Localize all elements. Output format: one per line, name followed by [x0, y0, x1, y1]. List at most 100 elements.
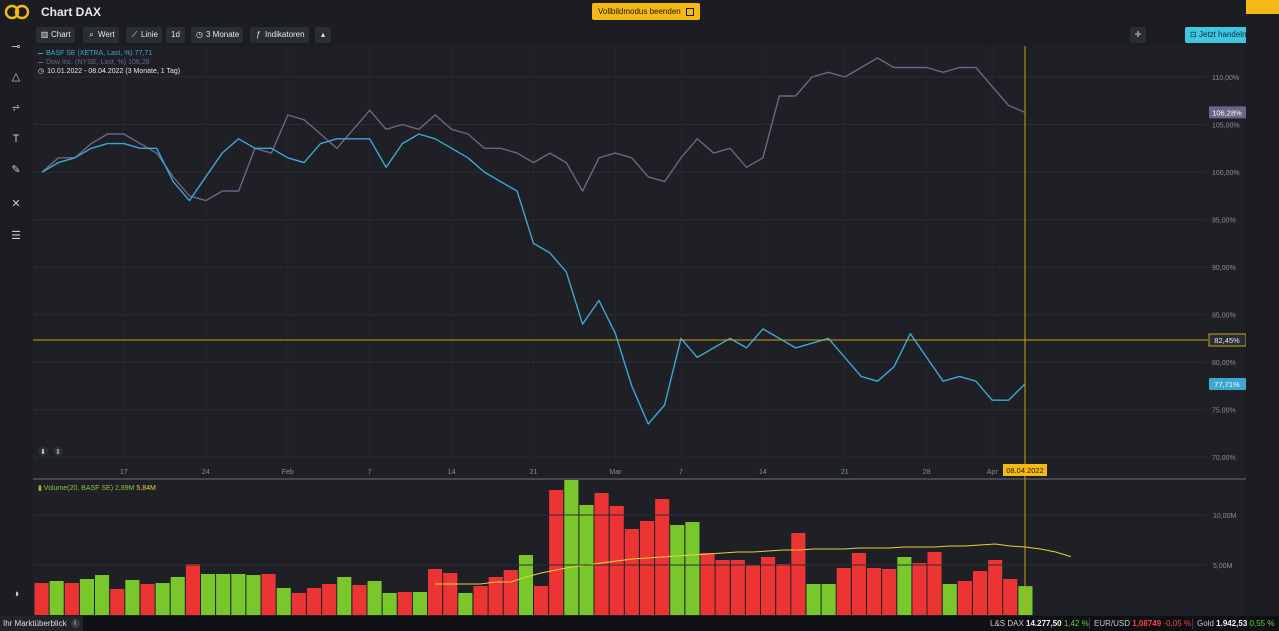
period-range: 10.01.2022 - 08.04.2022 [47, 68, 124, 75]
x-tick-label: Mar [609, 469, 622, 476]
legend-dow-label: Dow Inc. (NYSE, Last, %) [46, 59, 127, 66]
volume-bar [867, 568, 882, 615]
quote-eurusd[interactable]: EUR/USD 1,08749 -0,05 % [1094, 616, 1191, 631]
x-axis: 17 24 Feb 7 14 21 Mar 7 14 21 28 Apr [120, 469, 998, 476]
top-bar: Chart DAX Vollbildmodus beenden [0, 0, 1279, 24]
price-series: 106,28% 77,71% [41, 57, 1246, 425]
line-style-button[interactable]: ⟋ Linie [126, 27, 162, 43]
last-value-label: 106,28% [1212, 108, 1242, 117]
legend-item-dow[interactable]: Dow Inc. (NYSE, Last, %) 106,28 [38, 58, 180, 67]
volume-bar [518, 555, 533, 615]
volume-bar [821, 584, 836, 615]
legend-item-basf[interactable]: BASF SE (XETRA, Last, %) 77,71 [38, 49, 180, 58]
quote-name: L&S DAX [990, 619, 1024, 628]
volume-bar [973, 571, 988, 615]
delete-icon[interactable]: ☰ [11, 230, 21, 242]
quote-dax[interactable]: L&S DAX 14.277,50 1,42 % [990, 616, 1089, 631]
text-tool-icon[interactable]: T [12, 133, 20, 145]
legend-period: ◷ 10.01.2022 - 08.04.2022 (3 Monate, 1 Ta… [38, 67, 180, 76]
volume-bar [291, 593, 306, 615]
indicators-label: Indikatoren [265, 30, 305, 39]
volume-bar [503, 570, 518, 615]
quote-gold[interactable]: Gold 1.942,53 0,55 % [1197, 616, 1274, 631]
volume-bar [276, 588, 291, 615]
status-bar: Ihr Marktüberblick i L&S DAX 14.277,50 1,… [0, 616, 1279, 631]
volume-bar [382, 593, 397, 615]
clock-icon: ◷ [38, 68, 45, 75]
volume-bar [49, 581, 64, 615]
volume-bar [912, 563, 927, 615]
indicators-button[interactable]: ƒ Indikatoren [250, 27, 309, 43]
volume-bar [745, 565, 760, 615]
logo-icon[interactable] [4, 3, 30, 21]
chart-legend: BASF SE (XETRA, Last, %) 77,71 Dow Inc. … [38, 49, 180, 76]
quote-value: 14.277,50 [1026, 619, 1062, 628]
chart-canvas[interactable]: 110,00%105,00%100,00%95,00%90,00%85,00%8… [0, 0, 1246, 616]
volume-bars: ▮ Volume(20, BASF SE) 2,89M 5,84M [34, 480, 1071, 615]
volume-bar [125, 580, 140, 615]
y-tick-label: 100,00% [1212, 170, 1240, 177]
pencil-tool-icon[interactable]: ✎ [11, 164, 21, 176]
crosshair-button[interactable]: ✛ [1130, 27, 1146, 43]
zoom-icon[interactable]: ⇕ [53, 446, 63, 456]
market-overview-button[interactable]: Ihr Marktüberblick i [0, 616, 83, 631]
volume-bar [155, 583, 170, 615]
volume-bar [791, 533, 806, 615]
range-button[interactable]: ◷ 3 Monate [191, 27, 244, 43]
volume-bar [352, 585, 367, 615]
crosshair: 82,45% 08.04.2022 [33, 46, 1246, 615]
quote-change: 0,55 % [1249, 619, 1275, 628]
chart-type-button[interactable]: ▥ Chart [36, 27, 75, 43]
x-tick-label: Feb [282, 469, 294, 476]
scroll-left-icon[interactable]: ⬇ [38, 446, 48, 456]
volume-bar [488, 577, 503, 615]
horizontal-line-tool-icon[interactable]: ⊸ [11, 41, 21, 53]
volume-bar [564, 480, 579, 615]
fullscreen-icon [685, 7, 694, 16]
quote-value: 1.942,53 [1216, 619, 1248, 628]
bookmark-button[interactable]: ▴ [315, 27, 331, 43]
bookmark-icon: ▴ [320, 30, 325, 39]
volume-bar [730, 560, 745, 615]
quote-divider [1089, 618, 1090, 629]
market-overview-label: Ihr Marktüberblick [3, 619, 67, 628]
triangle-tool-icon[interactable]: △ [11, 71, 21, 83]
y-tick-label: 110,00% [1212, 75, 1239, 82]
tools-icon[interactable]: ✕ [11, 198, 21, 210]
volume-bar [882, 569, 897, 615]
x-tick-label: 7 [368, 469, 372, 476]
interval-button[interactable]: 1d [166, 27, 185, 43]
chart-type-label: Chart [51, 30, 71, 39]
svg-text:⬇: ⬇ [40, 448, 46, 456]
volume-bar [776, 564, 791, 615]
volume-bar [337, 577, 352, 615]
legend-basf-value: 77,71 [134, 50, 153, 57]
trade-now-button[interactable]: ⊡ Jetzt handeln! [1185, 27, 1254, 43]
volume-tick-label: 10,00M [1213, 513, 1237, 520]
volume-bar [110, 589, 125, 615]
trend-lines-tool-icon[interactable]: ⩫ [11, 102, 21, 114]
volume-bar [579, 505, 594, 615]
grid [33, 46, 1206, 464]
x-tick-label: 24 [202, 469, 210, 476]
period-detail: (3 Monate, 1 Tag) [125, 68, 181, 75]
volume-bar [897, 557, 912, 615]
volume-bar [700, 553, 715, 615]
theme-toggle-icon[interactable]: ◑ [12, 588, 20, 600]
volume-bar [140, 584, 155, 615]
drawing-tools-sidebar: ⊸ △ ⩫ T ✎ ✕ ☰ ◑ [0, 24, 33, 616]
quote-value: 1,08749 [1132, 619, 1162, 628]
exit-fullscreen-button[interactable]: Vollbildmodus beenden [592, 3, 700, 20]
search-icon: ⌕ [89, 30, 94, 39]
dow-swatch [38, 61, 43, 63]
search-value-button[interactable]: ⌕ Wert [83, 27, 119, 43]
volume-legend-sma-value: 5,84M [136, 485, 156, 492]
x-tick-label: 28 [923, 469, 931, 476]
y-tick-label: 95,00% [1212, 218, 1236, 225]
x-tick-label: Apr [987, 469, 999, 476]
chart-background [33, 46, 1246, 616]
info-icon[interactable]: i [70, 619, 80, 629]
volume-bar [458, 593, 473, 615]
volume-bar [170, 577, 185, 615]
y-tick-label: 80,00% [1212, 360, 1236, 367]
